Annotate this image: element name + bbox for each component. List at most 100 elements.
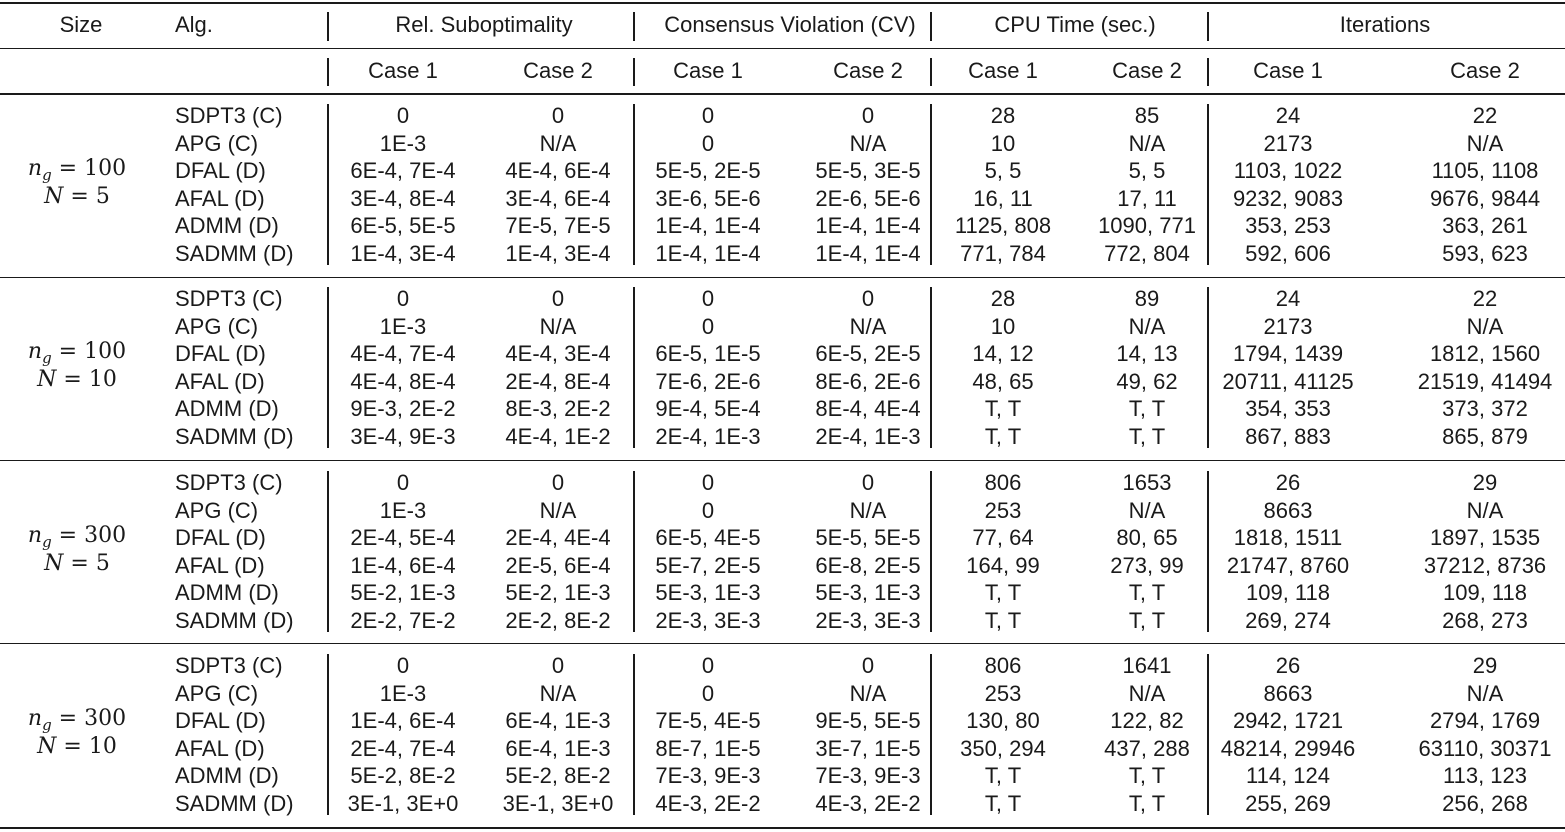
table-cell: 17, 11 [1117,185,1177,211]
table-cell: 3E-7, 1E-5 [815,735,921,761]
table-cell: T, T [984,607,1022,633]
case-divider [633,58,635,86]
table-cell: 0 [861,470,875,495]
table-cell: 3E-6, 5E-6 [655,185,761,211]
table-cell: 771, 784 [960,240,1046,266]
table-cell: 1E-4, 3E-4 [350,240,456,266]
table-cell: 269, 274 [1245,607,1331,633]
table-cell: 5, 5 [984,158,1022,183]
block-divider [930,471,932,632]
group-header: CPU Time (sec.) [994,12,1156,37]
table-cell: N/A [849,497,887,523]
table-cell: 5E-5, 2E-5 [655,158,761,183]
table-cell: 1090, 771 [1098,213,1196,238]
block-divider [930,654,932,815]
table-cell: 2173 [1263,130,1313,156]
table-cell: 1641 [1122,653,1172,678]
table-cell: N/A [539,497,577,523]
table-cell: 4E-4, 7E-4 [350,341,456,366]
alg-name: DFAL (D) [175,525,266,550]
table-cell: 28 [990,103,1016,128]
table-cell: 6E-4, 1E-3 [505,708,611,733]
table-cell: 0 [861,286,875,311]
alg-name: DFAL (D) [175,158,266,183]
table-cell: N/A [849,680,887,706]
table-cell: 22 [1472,286,1498,311]
block-divider [633,104,635,265]
table-cell: 22 [1472,103,1498,128]
case-header: Case 2 [523,58,593,83]
table-cell: 0 [701,286,715,311]
table-cell: 0 [701,470,715,495]
size-N-label: N = 5 [44,183,110,209]
table-cell: 6E-5, 1E-5 [655,341,761,366]
table-cell: 10 [990,130,1016,156]
table-cell: 5E-2, 8E-2 [505,763,611,788]
table-cell: 24 [1275,286,1301,311]
table-cell: 0 [701,497,715,523]
table-cell: 77, 64 [972,525,1034,550]
table-cell: 353, 253 [1245,213,1331,238]
table-cell: 3E-1, 3E+0 [347,790,459,816]
group-header: Consensus Violation (CV) [664,12,916,37]
table-cell: T, T [1128,607,1166,633]
table-cell: 10 [990,313,1016,339]
table-cell: 9E-3, 2E-2 [350,396,456,421]
table-cell: 1E-3 [379,313,427,339]
table-cell: 6E-5, 4E-5 [655,525,761,550]
table-cell: 4E-3, 2E-2 [655,790,761,816]
table-cell: 1E-4, 1E-4 [815,213,921,238]
table-cell: 14, 12 [972,341,1034,366]
table-cell: 7E-5, 7E-5 [505,213,611,238]
block-divider [327,471,329,632]
alg-name: SADMM (D) [175,240,294,266]
case-header: Case 2 [1450,58,1520,83]
table-cell: 0 [551,653,565,678]
alg-name: AFAL (D) [175,552,265,578]
size-N-label: N = 10 [37,366,117,392]
table-cell: 593, 623 [1442,240,1528,266]
table-cell: 2E-4, 7E-4 [350,735,456,761]
table-cell: 8E-6, 2E-6 [815,368,921,394]
alg-name: DFAL (D) [175,708,266,733]
table-cell: 2E-5, 6E-4 [505,552,611,578]
alg-name: APG (C) [175,497,259,523]
table-cell: N/A [849,130,887,156]
table-cell: 6E-4, 1E-3 [505,735,611,761]
alg-name: ADMM (D) [175,396,279,421]
table-cell: 0 [551,286,565,311]
table-cell: 255, 269 [1245,790,1331,816]
table-cell: 592, 606 [1245,240,1331,266]
block-divider [1207,287,1209,448]
size-N-label: N = 10 [37,733,117,759]
table-cell: 0 [701,313,715,339]
table-cell: 0 [551,470,565,495]
table-cell: N/A [1128,130,1166,156]
alg-name: ADMM (D) [175,580,279,605]
table-cell: 8E-4, 4E-4 [815,396,921,421]
alg-name: SADMM (D) [175,423,294,449]
alg-name: SDPT3 (C) [175,103,283,128]
table-cell: 5E-2, 1E-3 [505,580,611,605]
block-divider [1207,471,1209,632]
table-cell: 7E-3, 9E-3 [655,763,761,788]
header-divider [930,12,932,41]
alg-name: SADMM (D) [175,790,294,816]
table-cell: 89 [1134,286,1160,311]
table-cell: 6E-4, 7E-4 [350,158,456,183]
table-cell: 6E-5, 5E-5 [350,213,456,238]
table-cell: 806 [984,470,1022,495]
header-divider [633,12,635,41]
table-cell: N/A [539,313,577,339]
table-cell: 7E-3, 9E-3 [815,763,921,788]
table-cell: 21747, 8760 [1226,552,1350,578]
case-divider [930,58,932,86]
table-cell: 2E-4, 8E-4 [505,368,611,394]
size-ng-label: ng = 100 [27,338,127,367]
table-cell: N/A [1466,130,1504,156]
table-cell: 63110, 30371 [1418,735,1552,761]
table-cell: 1125, 808 [954,213,1052,238]
table-cell: 21519, 41494 [1417,368,1553,394]
table-cell: N/A [1128,313,1166,339]
table-cell: 1897, 1535 [1429,525,1541,550]
